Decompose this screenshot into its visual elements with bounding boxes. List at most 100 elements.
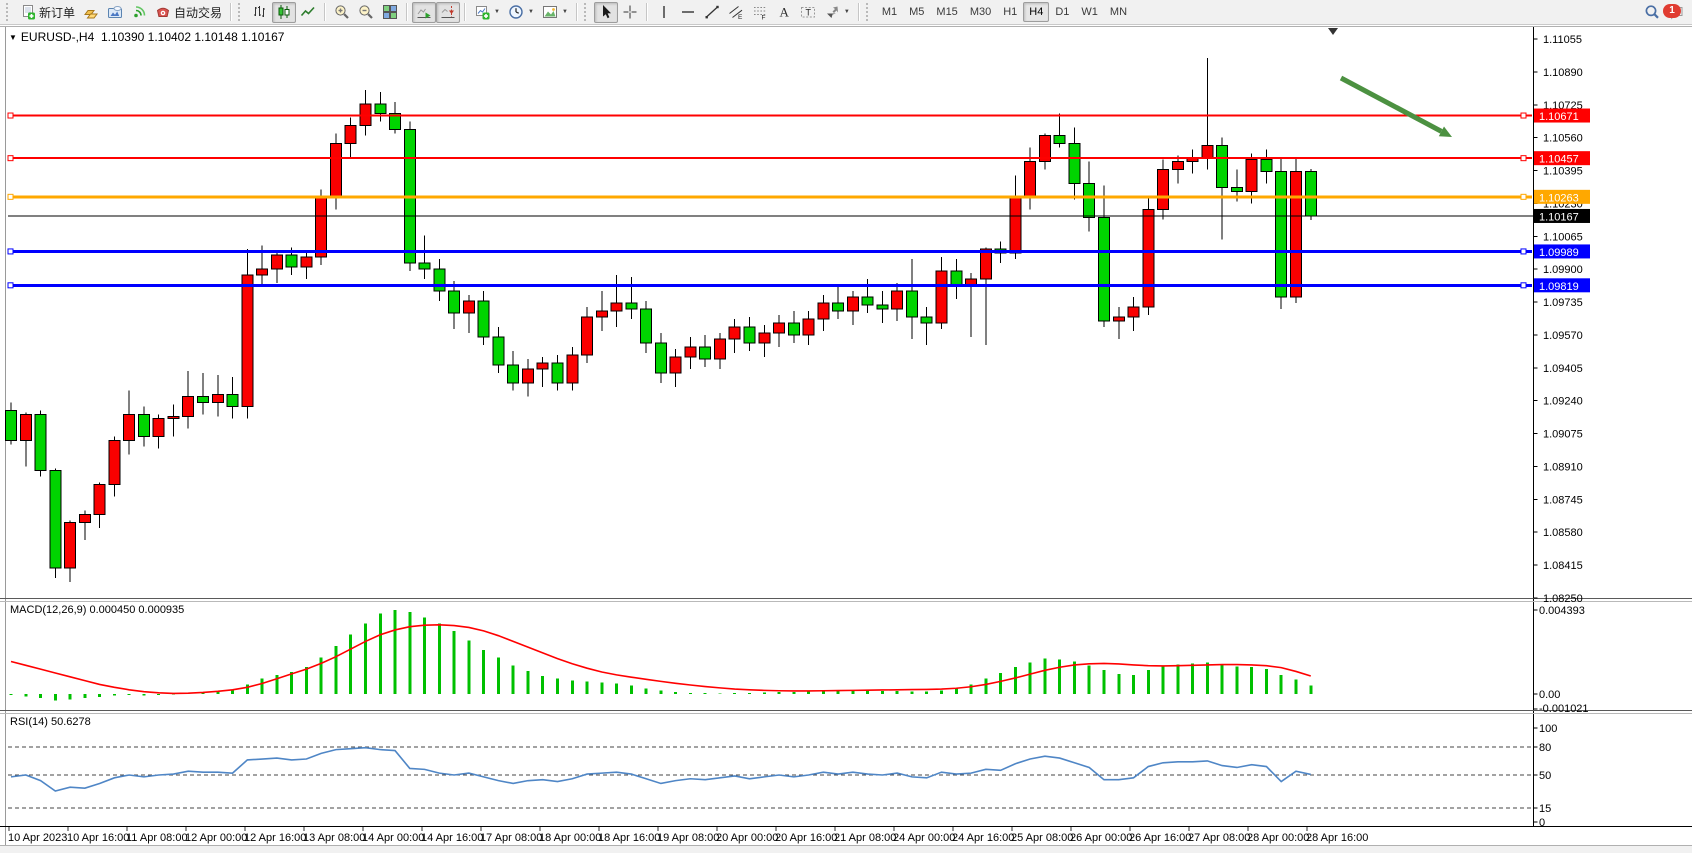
candle [595,310,608,318]
hline-handle[interactable] [7,193,14,200]
fibo-icon: F [753,7,766,20]
text-label-button[interactable]: T [796,2,820,23]
price-tick-label: 1.10890 [1543,67,1583,79]
search-button[interactable] [1640,2,1664,23]
trend-arrow[interactable] [1339,75,1443,134]
hline-handle[interactable] [7,282,14,289]
new-order-button[interactable]: 新订单 [16,2,79,23]
new-chart-button[interactable]: ▼ [470,2,504,23]
hline-handle[interactable] [7,248,14,255]
autotrade-icon [156,7,170,17]
svg-text:E: E [738,14,743,20]
rsi-axis-label: 100 [1539,723,1557,735]
signals-button[interactable] [127,2,151,23]
date-label: 28 Apr 16:00 [1306,832,1368,844]
candle [654,342,667,374]
candle [108,440,121,485]
candle [477,300,490,338]
candlestick-chart-button[interactable] [272,1,297,23]
channel-icon: E [729,6,743,20]
crosshair-button[interactable] [618,2,642,23]
candle [891,290,904,310]
candle [34,414,47,471]
signals-icon [134,6,146,18]
timeframe-mn-button[interactable]: MN [1104,2,1133,22]
date-label: 14 Apr 00:00 [362,832,424,844]
timeframe-m5-button[interactable]: M5 [903,2,930,22]
gold-button[interactable] [79,2,103,23]
date-label: 13 Apr 08:00 [303,832,365,844]
candle [610,302,623,312]
hline-handle[interactable] [1520,193,1527,200]
newchart-icon [476,6,490,20]
cursor-button[interactable] [593,1,618,23]
candle [389,113,402,131]
hline-handle[interactable] [1520,112,1527,119]
candle [78,513,91,523]
timeframe-m1-button[interactable]: M1 [876,2,903,22]
chart-title-symbol: EURUSD-,H4 [20,30,95,44]
notifications-button[interactable]: 1 [1663,2,1688,23]
hline-handle[interactable] [1520,155,1527,162]
timeframe-h4-button[interactable]: H4 [1023,2,1050,22]
macd-axis-label: -0.001021 [1539,703,1589,715]
zoom-out-button[interactable] [354,2,378,23]
hline-price-badge [1534,189,1590,204]
bars-icon [254,6,266,17]
equidistant-channel-button[interactable]: E [724,2,748,23]
chart-collapse-icon[interactable]: ▼ [9,33,17,42]
hline-handle[interactable] [1520,248,1527,255]
chart-shift-button[interactable] [436,1,461,23]
candle [1127,306,1140,318]
arrows-button[interactable]: ▼ [820,2,854,23]
chart-shift-marker[interactable] [1328,28,1338,35]
vertical-line-button[interactable] [652,2,676,23]
date-label: 21 Apr 08:00 [834,832,896,844]
zoom-in-button[interactable] [330,2,354,23]
candle [1142,208,1155,308]
hline-handle[interactable] [7,155,14,162]
timeframe-m15-button[interactable]: M15 [930,2,963,22]
tile-windows-button[interactable] [378,2,402,23]
auto-scroll-button[interactable] [412,1,437,23]
toolbar-separator [324,3,327,21]
toolbar-gripper [865,3,872,21]
line-chart-button[interactable] [296,2,320,23]
toolbar-separator [464,3,467,21]
timeframe-w1-button[interactable]: W1 [1075,2,1104,22]
timeframe-h1-button[interactable]: H1 [997,2,1023,22]
timeframe-d1-button[interactable]: D1 [1049,2,1075,22]
hline-price-badge [1534,244,1590,259]
vline-icon [663,6,665,18]
price-tick-label: 1.10065 [1543,231,1583,243]
macd-indicator-label: MACD(12,26,9) 0.000450 0.000935 [10,604,185,616]
periods-button[interactable]: ▼ [504,2,538,23]
text-button[interactable]: A [772,2,796,23]
candle [1024,161,1037,198]
candle [1112,316,1125,322]
svg-text:T: T [805,8,811,18]
candle [93,483,106,515]
candle [152,418,165,438]
templates-button[interactable]: ▼ [538,2,572,23]
candle [300,256,313,268]
candle [551,362,564,384]
trendline-button[interactable] [700,2,724,23]
hline-handle[interactable] [7,112,14,119]
toolbar-separator [645,3,648,21]
hline-handle[interactable] [1520,282,1527,289]
trend-arrow-head[interactable] [1438,126,1452,137]
toolbar-separator [406,3,409,21]
hline-price-badge-label: 1.09989 [1539,247,1579,259]
fibonacci-button[interactable]: F [748,2,772,23]
horizontal-line-button[interactable] [676,2,700,23]
timeframe-m30-button[interactable]: M30 [964,2,997,22]
candle [256,268,269,276]
date-label: 17 Apr 08:00 [480,832,542,844]
publish-chart-button[interactable] [103,2,127,23]
bar-chart-button[interactable] [248,2,272,23]
candle [167,416,180,420]
candle [846,296,859,312]
auto-trading-button[interactable]: 自动交易 [151,2,226,23]
